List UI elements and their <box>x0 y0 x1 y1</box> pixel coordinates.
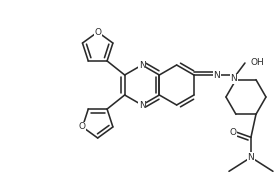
Text: N: N <box>139 100 145 109</box>
Text: N: N <box>214 70 220 79</box>
Text: OH: OH <box>251 57 265 66</box>
Text: N: N <box>248 153 254 162</box>
Text: O: O <box>229 128 237 137</box>
Text: N: N <box>230 74 237 83</box>
Text: N: N <box>139 61 145 70</box>
Text: O: O <box>94 28 101 36</box>
Text: O: O <box>79 122 86 131</box>
